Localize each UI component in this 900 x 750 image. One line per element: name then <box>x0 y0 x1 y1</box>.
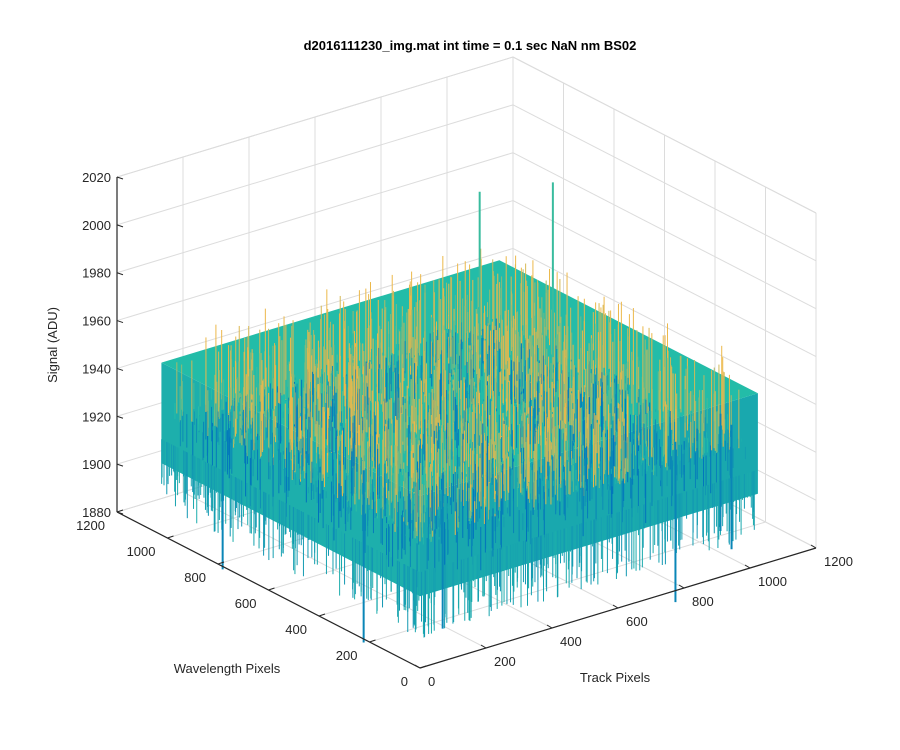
grid-line-z-side <box>512 104 817 262</box>
x-tick-label: 400 <box>560 634 582 649</box>
x-tick-label: 1000 <box>758 574 787 589</box>
z-tick <box>116 463 124 467</box>
z-tick <box>116 511 124 515</box>
x-tick-label: 0 <box>428 674 435 689</box>
z-tick <box>116 224 124 228</box>
z-tick-label: 1960 <box>82 314 111 329</box>
grid-line-z-back <box>116 104 514 226</box>
chart-title: d2016111230_img.mat int time = 0.1 sec N… <box>304 38 637 53</box>
z-tick <box>116 415 124 419</box>
z-tick-label: 2020 <box>82 170 111 185</box>
x-tick-label: 1200 <box>824 554 853 569</box>
y-tick <box>217 561 225 565</box>
y-tick <box>167 535 174 539</box>
z-axis-label: Signal (ADU) <box>45 307 60 383</box>
x-tick <box>678 584 685 589</box>
y-tick-label: 1000 <box>127 544 156 559</box>
x-tick-label: 800 <box>692 594 714 609</box>
x-tick <box>810 544 817 549</box>
z-tick <box>116 320 124 324</box>
grid-line-z-back <box>116 152 514 274</box>
y-tick-label: 200 <box>336 648 358 663</box>
x-tick <box>612 604 619 609</box>
grid-line-z-back <box>116 247 514 369</box>
grid-line-z-back <box>116 200 514 322</box>
z-tick <box>116 367 124 371</box>
tick-layer: 0 200 400 600 800 1000 1200 0 200 400 600 800 1000 12… <box>76 170 853 689</box>
surface-layer <box>161 182 758 643</box>
z-tick-label: 2000 <box>82 218 111 233</box>
x-axis-label: Track Pixels <box>580 670 651 685</box>
x-tick-label: 600 <box>626 614 648 629</box>
x-tick <box>546 624 553 629</box>
y-tick-label: 600 <box>235 596 257 611</box>
y-tick <box>116 509 124 513</box>
box-edge-top-side <box>512 56 817 214</box>
x-tick <box>480 644 487 649</box>
z-tick-label: 1880 <box>82 505 111 520</box>
box-edge-top-back <box>116 56 514 178</box>
x-tick-label: 200 <box>494 654 516 669</box>
y-tick-label: 400 <box>285 622 307 637</box>
z-tick-label: 1940 <box>82 361 111 376</box>
z-tick-label: 1900 <box>82 457 111 472</box>
y-tick <box>369 639 376 643</box>
z-tick-label: 1920 <box>82 409 111 424</box>
z-tick <box>116 272 124 276</box>
grid-line-z-side <box>512 152 817 310</box>
grid-line-y-floor <box>369 521 766 643</box>
y-tick <box>268 587 275 591</box>
y-tick <box>419 665 427 669</box>
y-tick-label: 1200 <box>76 518 105 533</box>
z-tick-label: 1980 <box>82 266 111 281</box>
y-tick-label: 0 <box>401 674 408 689</box>
x-tick <box>414 664 421 669</box>
y-axis-label: Wavelength Pixels <box>174 661 281 676</box>
y-tick-label: 800 <box>184 570 206 585</box>
z-tick <box>116 176 124 180</box>
y-tick <box>318 613 326 617</box>
grid-line-z-side <box>512 200 817 358</box>
axis-layer <box>116 176 817 669</box>
x-tick <box>744 564 751 569</box>
grid-line-z-side <box>512 247 817 405</box>
